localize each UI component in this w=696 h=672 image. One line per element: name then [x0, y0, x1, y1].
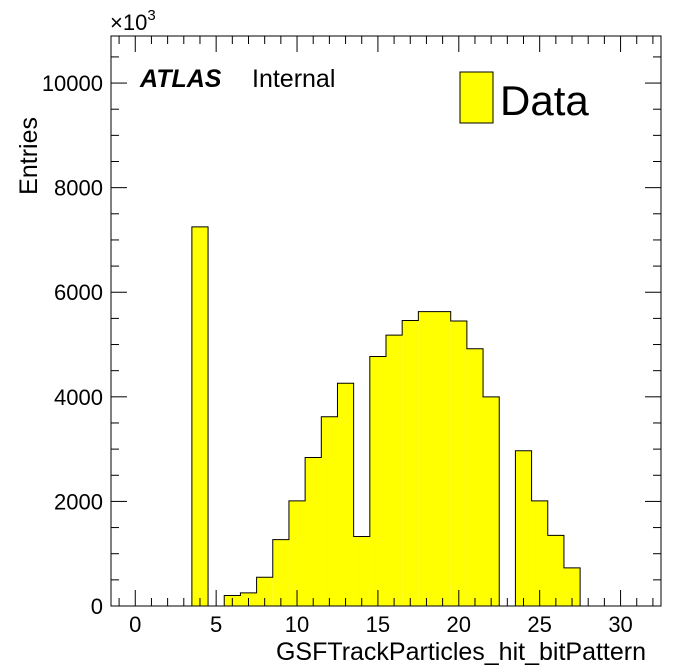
histogram-bin: [434, 311, 451, 606]
x-tick-label: 20: [447, 612, 471, 637]
legend-entry-data: Data: [500, 77, 589, 124]
histogram-bin: [450, 321, 467, 606]
histogram-bin: [369, 356, 386, 606]
y-multiplier-label: ×103: [110, 7, 156, 35]
y-tick-labels: 0 2000 4000 6000 8000 10000: [42, 71, 103, 619]
plot-frame: [110, 35, 662, 607]
y-tick-label: 2000: [54, 489, 103, 514]
histogram-bin: [337, 383, 354, 606]
histogram-bin: [483, 396, 500, 606]
y-tick-label: 6000: [54, 280, 103, 305]
y-tick-label: 10000: [42, 71, 103, 96]
histogram-bin: [272, 539, 289, 606]
histogram-outline: [191, 226, 581, 606]
x-tick-label: 15: [366, 612, 390, 637]
axis-ticks: [111, 36, 661, 607]
histogram-bin: [256, 577, 273, 606]
histogram-bin: [191, 226, 209, 606]
y-tick-label: 4000: [54, 385, 103, 410]
histogram-bin: [402, 320, 419, 606]
histogram-bin: [321, 416, 338, 606]
x-tick-label: 30: [608, 612, 632, 637]
internal-label: Internal: [252, 65, 335, 93]
atlas-label: ATLAS: [139, 65, 222, 93]
legend-swatch: [459, 71, 494, 124]
histogram-bin: [386, 335, 403, 606]
histogram-bin: [288, 500, 306, 606]
histogram-bin: [547, 535, 564, 606]
histogram-bin: [531, 500, 548, 606]
x-tick-label: 25: [527, 612, 551, 637]
x-tick-labels: 0 5 10 15 20 25 30: [129, 612, 633, 637]
x-axis-label: GSFTrackParticles_hit_bitPattern: [276, 638, 646, 666]
y-tick-label: 8000: [54, 176, 103, 201]
histogram-bin: [353, 536, 370, 606]
histogram-bin: [466, 348, 484, 606]
y-tick-label: 0: [91, 594, 103, 619]
histogram-bin: [563, 567, 581, 606]
histogram-bin: [305, 457, 322, 606]
x-tick-label: 5: [210, 612, 222, 637]
histogram-bin: [418, 311, 435, 606]
x-tick-label: 0: [129, 612, 141, 637]
histogram-bars: [191, 226, 581, 606]
y-axis-label: Entries: [15, 117, 43, 195]
x-tick-label: 10: [285, 612, 309, 637]
histogram-bin: [515, 450, 532, 606]
